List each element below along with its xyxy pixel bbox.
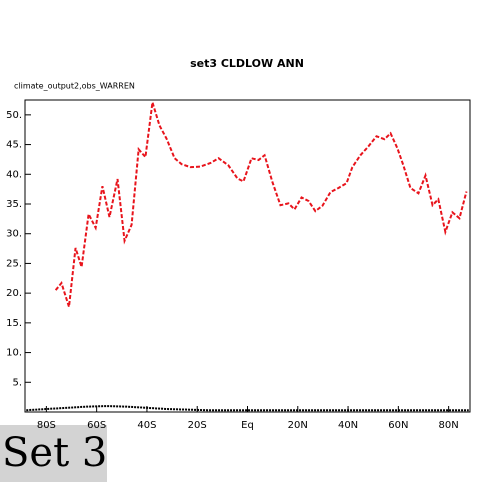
x-tick-label: 60S (87, 420, 106, 431)
x-tick-label: 40S (137, 420, 156, 431)
series-line (54, 102, 468, 308)
x-tick-label: 20S (188, 420, 207, 431)
y-tick-label: 15. (6, 318, 22, 329)
x-tick-label: 40N (338, 420, 358, 431)
x-tick-label: 60N (388, 420, 408, 431)
y-tick-label: 30. (6, 229, 22, 240)
x-tick-label: Eq (241, 420, 254, 431)
caption-box (0, 425, 107, 482)
y-tick-label: 20. (6, 288, 22, 299)
x-tick-label: 80S (37, 420, 56, 431)
x-tick-label: 20N (288, 420, 308, 431)
y-tick-label: 45. (6, 140, 22, 151)
series-line (26, 405, 469, 412)
y-tick-label: 25. (6, 258, 22, 269)
plot-frame (24, 99, 471, 413)
caption: Set 3 (2, 430, 107, 476)
y-tick-label: 10. (6, 348, 22, 359)
chart-title: set3 CLDLOW ANN (190, 57, 304, 70)
y-tick-label: 5. (12, 377, 22, 388)
y-tick-label: 35. (6, 199, 22, 210)
y-tick-label: 40. (6, 169, 22, 180)
x-tick-label: 80N (439, 420, 459, 431)
chart-subtitle: climate_output2,obs_WARREN (14, 82, 135, 91)
y-tick-label: 50. (6, 110, 22, 121)
